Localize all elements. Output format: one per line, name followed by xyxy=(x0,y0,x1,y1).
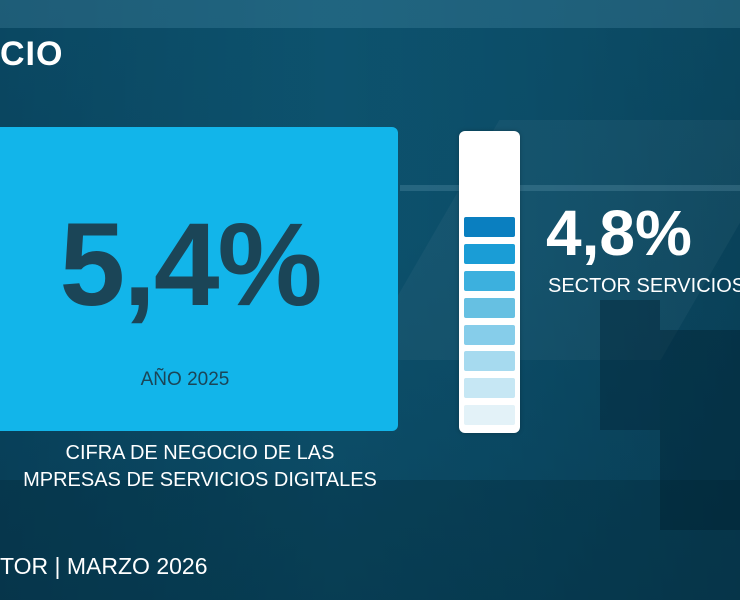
main-stat-caption: AÑO 2025 xyxy=(140,369,230,390)
meter-segment xyxy=(464,244,515,265)
meter-segment xyxy=(464,297,515,318)
railing-line xyxy=(400,185,740,191)
planter-shape xyxy=(600,300,660,430)
sector-stat-label: SECTOR SERVICIOS xyxy=(548,275,740,297)
description-line-2: MPRESAS DE SERVICIOS DIGITALES xyxy=(23,469,377,491)
description-line-1: CIFRA DE NEGOCIO DE LAS xyxy=(65,442,335,464)
meter-segment xyxy=(464,378,515,399)
ceiling-band xyxy=(0,0,740,28)
meter-segment xyxy=(464,324,515,345)
main-stat-value: 5,4% xyxy=(59,199,323,331)
level-meter xyxy=(459,131,520,433)
main-stat-description: CIFRA DE NEGOCIO DE LAS MPRESAS DE SERVI… xyxy=(0,440,400,500)
floor-shade xyxy=(0,480,740,600)
chair-shape xyxy=(660,330,740,530)
meter-segment xyxy=(464,271,515,291)
main-stat-card xyxy=(0,127,398,431)
section-title: CIO xyxy=(0,35,64,73)
meter-segment xyxy=(464,351,515,372)
meter-segment xyxy=(464,217,515,238)
footer-source: TOR | MARZO 2026 xyxy=(0,553,208,579)
sector-stat-value: 4,8% xyxy=(546,197,692,269)
meter-segment xyxy=(464,405,515,425)
